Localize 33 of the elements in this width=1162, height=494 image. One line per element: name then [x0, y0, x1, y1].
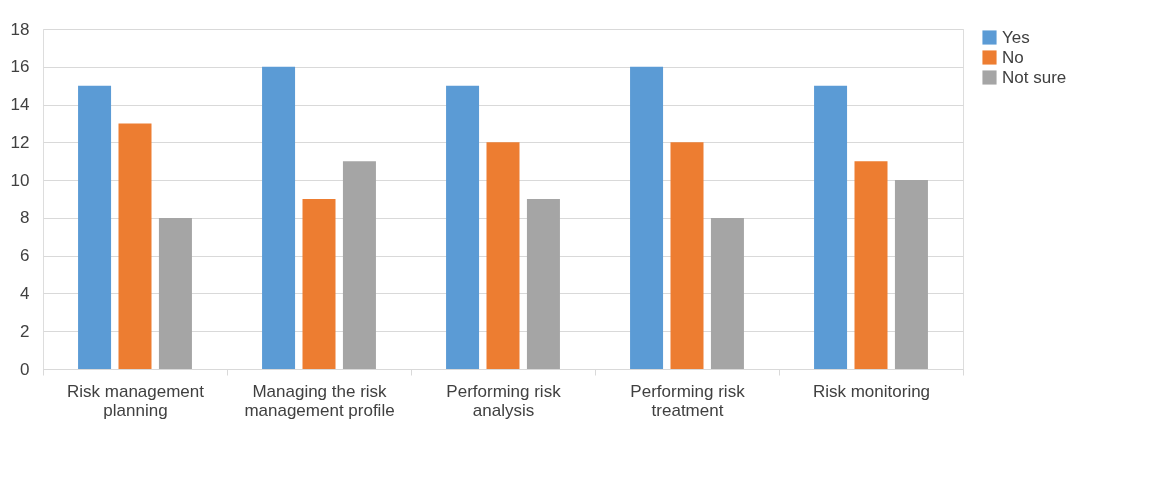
- bar: [342, 161, 376, 369]
- legend-label: No: [1002, 47, 1024, 67]
- bar: [670, 142, 704, 369]
- y-tick-label: 2: [20, 321, 30, 341]
- bar: [854, 161, 888, 369]
- y-tick-label: 16: [10, 57, 30, 77]
- y-tick-label: 0: [20, 359, 30, 379]
- bar: [814, 85, 848, 369]
- y-tick-label: 18: [10, 19, 30, 39]
- y-tick-label: 14: [10, 95, 30, 115]
- legend-label: Not sure: [1002, 67, 1067, 87]
- bar: [894, 180, 928, 369]
- y-tick-label: 6: [20, 246, 30, 266]
- legend-label: Yes: [1002, 27, 1030, 47]
- bar: [630, 66, 664, 369]
- x-tick-label: Risk monitoring: [812, 381, 931, 401]
- y-tick-label: 8: [20, 208, 30, 228]
- x-tick-label: Performing risk treatment: [630, 381, 746, 420]
- bar: [526, 199, 560, 369]
- bar: [118, 123, 152, 369]
- bar: [262, 66, 296, 369]
- bar: [302, 199, 336, 369]
- y-tick-label: 4: [20, 283, 30, 303]
- x-tick-label: Performing risk analysis: [446, 381, 562, 420]
- bar: [446, 85, 480, 369]
- x-tick-label: Managing the risk management profile: [244, 381, 395, 420]
- x-tick-label: Risk management planning: [66, 381, 205, 420]
- y-tick-label: 12: [10, 132, 30, 152]
- y-tick-label: 10: [10, 170, 30, 190]
- bar: [78, 85, 112, 369]
- bar: [486, 142, 520, 369]
- bar: [158, 217, 192, 369]
- bar: [710, 217, 744, 369]
